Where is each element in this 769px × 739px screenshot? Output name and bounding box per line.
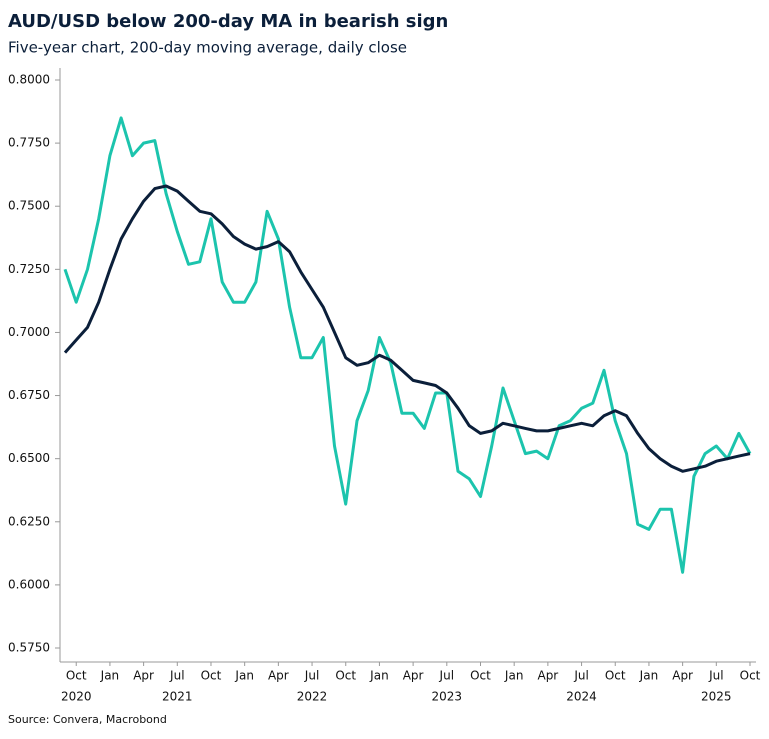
y-tick-label: 0.6500	[8, 451, 50, 465]
x-tick-label: Jan	[100, 669, 120, 683]
x-tick-label: Apr	[268, 669, 289, 683]
x-tick-label: Jan	[639, 669, 659, 683]
x-tick-label: Jul	[708, 669, 723, 683]
y-tick-label: 0.8000	[8, 73, 50, 87]
x-tick-label: Oct	[605, 669, 626, 683]
x-tick-label: Oct	[66, 669, 87, 683]
y-tick-label: 0.5750	[8, 641, 50, 655]
series-line	[63, 116, 752, 574]
x-tick-label: Apr	[403, 669, 424, 683]
y-tick-label: 0.6000	[8, 577, 50, 591]
x-year-label: 2024	[566, 690, 597, 704]
y-tick-label: 0.6750	[8, 388, 50, 402]
x-tick-label: Oct	[740, 669, 761, 683]
chart-subtitle: Five-year chart, 200-day moving average,…	[8, 39, 407, 57]
y-tick-label: 0.6250	[8, 514, 50, 528]
x-tick-label: Jan	[369, 669, 389, 683]
chart-title: AUD/USD below 200-day MA in bearish sign	[8, 11, 448, 32]
x-tick-label: Oct	[335, 669, 356, 683]
x-year-label: 2022	[297, 690, 328, 704]
x-tick-label: Jul	[573, 669, 588, 683]
x-year-label: 2025	[701, 690, 732, 704]
x-tick-label: Apr	[133, 669, 154, 683]
x-tick-label: Apr	[537, 669, 558, 683]
y-tick-label: 0.7750	[8, 136, 50, 150]
y-tick-label: 0.7250	[8, 262, 50, 276]
x-tick-label: Oct	[470, 669, 491, 683]
x-tick-label: Jul	[439, 669, 454, 683]
x-tick-label: Jan	[234, 669, 254, 683]
x-year-label: 2023	[432, 690, 463, 704]
x-year-label: 2020	[61, 690, 92, 704]
x-tick-label: Jan	[504, 669, 524, 683]
series-line	[63, 184, 751, 473]
x-year-label: 2021	[162, 690, 193, 704]
x-tick-label: Jul	[169, 669, 184, 683]
y-tick-label: 0.7000	[8, 325, 50, 339]
source: Source: Convera, Macrobond	[8, 713, 167, 726]
x-tick-label: Apr	[672, 669, 693, 683]
y-tick-label: 0.7500	[8, 199, 50, 213]
x-tick-label: Oct	[201, 669, 222, 683]
x-tick-label: Jul	[304, 669, 319, 683]
